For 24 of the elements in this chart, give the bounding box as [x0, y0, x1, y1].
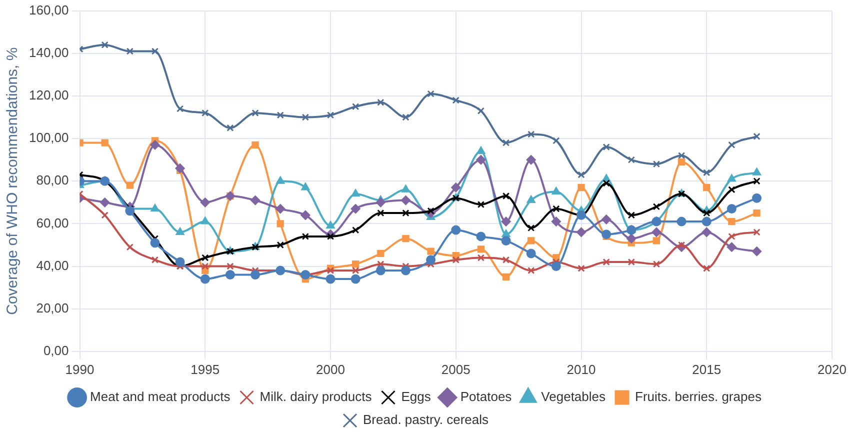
legend-label: Eggs: [401, 389, 432, 404]
y-tick-label: 140,00: [28, 44, 69, 60]
legend-label: Vegetables: [541, 389, 606, 404]
legend-label: Meat and meat products: [90, 389, 231, 404]
y-tick-label: 80,00: [36, 172, 69, 188]
x-tick-label: 2000: [316, 362, 345, 377]
y-tick-label: 160,00: [28, 2, 69, 18]
y-axis-title: Coverage of WHO recommendations, %: [4, 47, 22, 315]
legend-label: Potatoes: [460, 389, 512, 404]
x-tick-label: 1990: [65, 362, 94, 377]
x-tick-label: 2010: [566, 362, 596, 377]
y-tick-label: 60,00: [36, 215, 69, 230]
x-tick-label: 2015: [692, 362, 722, 377]
y-tick-label: 20,00: [36, 300, 69, 316]
legend-label: Fruits. berries. grapes: [635, 389, 762, 404]
x-tick-label: 2005: [441, 362, 470, 377]
y-tick-label: 100,00: [28, 130, 69, 146]
x-tick-label: 1995: [190, 362, 220, 377]
legend-label: Milk. dairy products: [260, 389, 372, 404]
legend-label: Bread. pastry. cereals: [363, 412, 489, 428]
x-tick-label: 2020: [818, 362, 846, 377]
y-tick-label: 0,00: [43, 342, 69, 358]
y-tick-label: 120,00: [28, 88, 69, 103]
y-tick-label: 40,00: [36, 258, 69, 273]
